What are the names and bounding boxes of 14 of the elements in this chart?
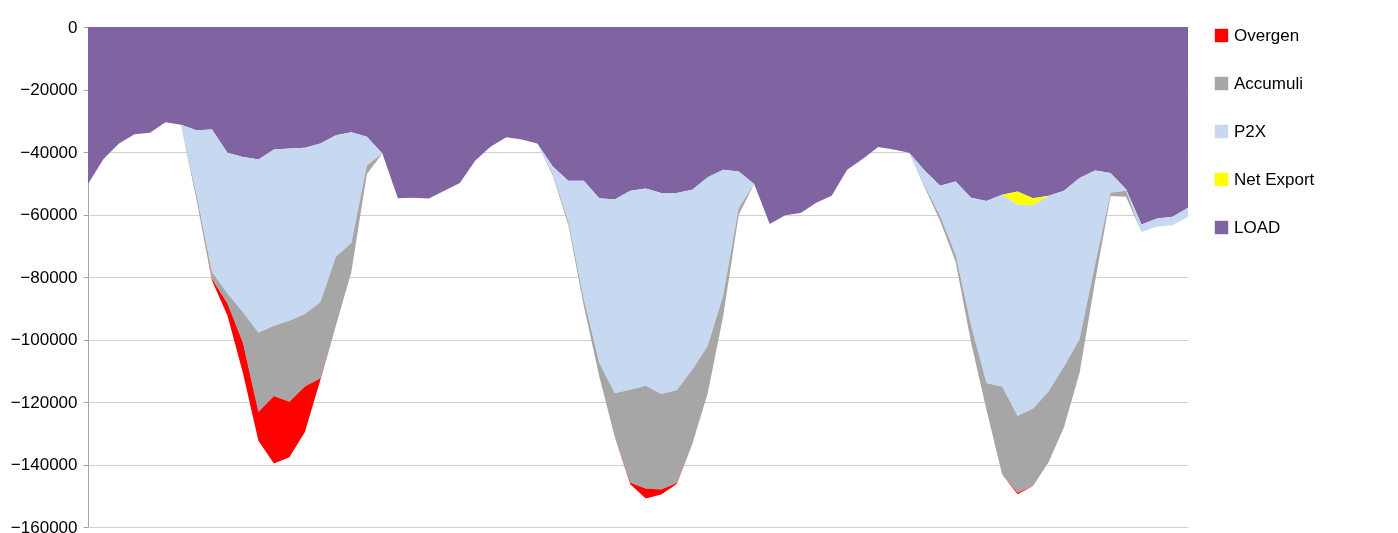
y-tick-label: −80000 — [20, 267, 78, 287]
y-tick-label: −140000 — [10, 455, 78, 474]
y-tick-label: −20000 — [20, 80, 78, 99]
y-tick-label: −40000 — [20, 142, 78, 162]
legend-label: Net Export — [1234, 169, 1315, 189]
y-tick-label: −160000 — [10, 517, 78, 533]
y-tick-label: −100000 — [10, 330, 78, 349]
y-tick-label: −60000 — [20, 205, 78, 224]
y-tick-label: 0 — [68, 17, 78, 37]
legend-label: P2X — [1234, 121, 1267, 141]
legend-label: LOAD — [1234, 217, 1281, 237]
legend-label: Accumuli — [1234, 73, 1303, 93]
y-tick-label: −120000 — [10, 392, 78, 412]
legend-label: Overgen — [1234, 25, 1300, 45]
